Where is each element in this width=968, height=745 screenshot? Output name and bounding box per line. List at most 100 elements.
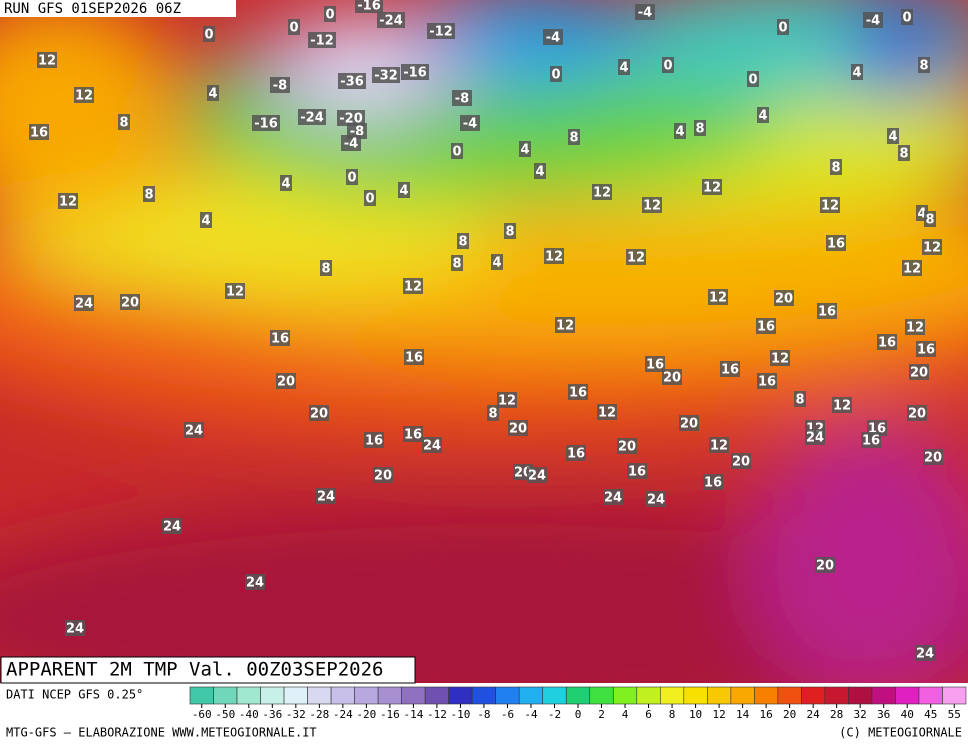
colorbar-tick-label: 45 xyxy=(924,708,937,721)
label-box xyxy=(377,12,405,28)
temperature-label: 8 xyxy=(458,235,467,250)
colorbar-tick-label: -50 xyxy=(215,708,235,721)
colorbar-swatch xyxy=(495,686,520,705)
temperature-label: 12 xyxy=(710,439,728,454)
label-box xyxy=(457,233,469,249)
temperature-label: 24 xyxy=(423,439,441,454)
colorbar-swatch xyxy=(707,686,732,705)
colorbar-swatch xyxy=(189,686,214,705)
colorbar-tick-label: -12 xyxy=(427,708,447,721)
colorbar-tick-label: -14 xyxy=(403,708,423,721)
temperature-label: 16 xyxy=(646,358,664,373)
temperature-label: -24 xyxy=(300,111,324,126)
label-box xyxy=(694,120,706,136)
colorbar-swatch xyxy=(942,686,967,705)
temperature-label: 16 xyxy=(758,375,776,390)
temperature-label: -4 xyxy=(638,6,652,21)
label-box xyxy=(320,260,332,276)
colorbar-swatch xyxy=(424,686,449,705)
colorbar-swatch xyxy=(612,686,638,705)
label-box xyxy=(770,350,790,366)
label-box xyxy=(203,26,215,42)
temperature-label: 8 xyxy=(505,225,514,240)
label-box xyxy=(898,145,910,161)
label-box xyxy=(372,67,400,83)
temperature-label: 20 xyxy=(908,407,926,422)
temperature-label: 4 xyxy=(208,87,217,102)
label-box xyxy=(756,318,776,334)
temperature-label: 16 xyxy=(818,305,836,320)
label-box xyxy=(491,254,503,270)
label-box xyxy=(905,319,925,335)
temperature-label: 24 xyxy=(604,491,622,506)
label-box xyxy=(703,474,723,490)
colorbar-swatch xyxy=(260,686,285,705)
label-box xyxy=(851,64,863,80)
colorbar-swatch xyxy=(307,686,332,705)
temperature-label: -4 xyxy=(866,14,880,29)
label-box xyxy=(774,290,794,306)
colorbar-tick-label: 0 xyxy=(575,708,582,721)
temperature-label: 4 xyxy=(399,184,408,199)
colorbar-swatch xyxy=(777,686,802,705)
colorbar-swatch xyxy=(660,686,685,705)
label-box xyxy=(662,369,682,385)
temperature-label: 4 xyxy=(535,165,544,180)
temperature-label: 4 xyxy=(281,177,290,192)
label-box xyxy=(731,453,751,469)
temperature-label: 16 xyxy=(757,320,775,335)
colorbar-tick-label: 28 xyxy=(830,708,843,721)
temperature-label: 12 xyxy=(709,291,727,306)
temperature-label: 4 xyxy=(619,61,628,76)
temperature-label: 20 xyxy=(277,375,295,390)
label-box xyxy=(568,129,580,145)
temperature-label: 16 xyxy=(827,237,845,252)
temperature-label: 16 xyxy=(567,447,585,462)
colorbar-tick-label: 16 xyxy=(759,708,772,721)
label-box xyxy=(341,135,361,151)
label-box xyxy=(922,239,942,255)
label-box xyxy=(298,109,326,125)
label-box xyxy=(902,260,922,276)
temperature-label: 12 xyxy=(404,280,422,295)
label-box xyxy=(617,438,637,454)
label-box xyxy=(276,373,296,389)
colorbar-tick-label: 6 xyxy=(645,708,652,721)
label-box xyxy=(863,12,883,28)
label-box xyxy=(74,295,94,311)
colorbar-swatch xyxy=(401,686,426,705)
label-box xyxy=(555,317,575,333)
label-box xyxy=(626,249,646,265)
temperature-label: 16 xyxy=(704,476,722,491)
colorbar-swatch xyxy=(518,686,544,705)
temperature-label: 20 xyxy=(509,422,527,437)
colorbar-tick-label: -20 xyxy=(356,708,376,721)
label-box xyxy=(519,141,531,157)
colorbar-swatch xyxy=(542,686,567,705)
temperature-label: 8 xyxy=(925,213,934,228)
label-box xyxy=(817,303,837,319)
temperature-label: 12 xyxy=(923,241,941,256)
temperature-label: -4 xyxy=(344,137,358,152)
temperature-label: 4 xyxy=(492,256,501,271)
label-box xyxy=(901,9,913,25)
label-box xyxy=(337,110,365,126)
colorbar-swatch xyxy=(730,686,755,705)
label-box xyxy=(280,175,292,191)
temperature-label: 20 xyxy=(680,417,698,432)
label-box xyxy=(662,57,674,73)
temperature-label: 8 xyxy=(831,161,840,176)
label-box xyxy=(427,23,455,39)
label-box xyxy=(487,405,499,421)
colorbar-swatch xyxy=(848,686,873,705)
temperature-label: 4 xyxy=(201,214,210,229)
temperature-label: 20 xyxy=(374,469,392,484)
temperature-label: -12 xyxy=(310,34,334,49)
colorbar-swatch xyxy=(565,686,591,705)
temperature-label: 4 xyxy=(758,109,767,124)
temperature-label: -24 xyxy=(379,14,403,29)
temperature-label: 12 xyxy=(75,89,93,104)
colorbar-tick-label: 2 xyxy=(598,708,605,721)
label-box xyxy=(568,384,588,400)
